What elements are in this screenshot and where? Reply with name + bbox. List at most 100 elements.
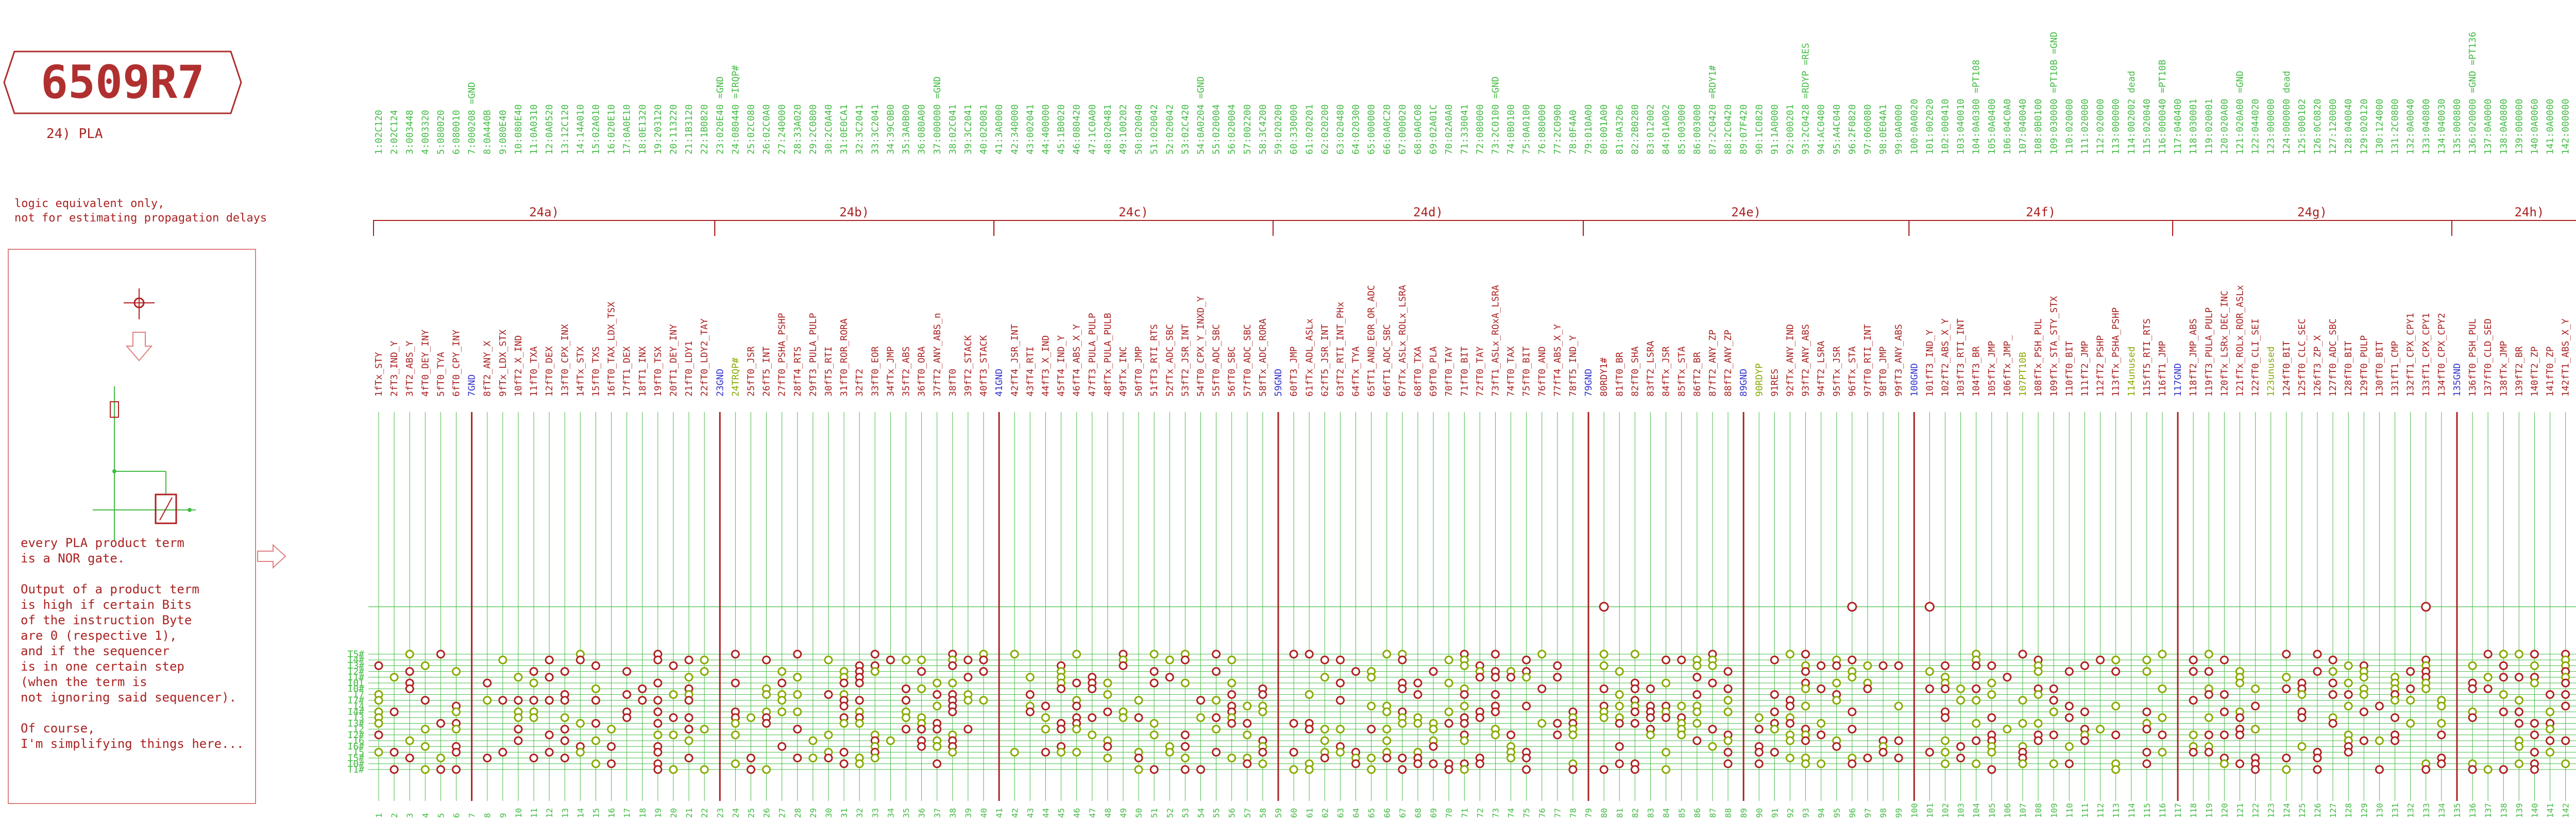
connection-dot-olive <box>762 765 771 774</box>
connection-dot-olive <box>1506 754 1516 763</box>
connection-dot-olive <box>1723 696 1733 705</box>
connection-dot-red <box>1398 754 1407 763</box>
connection-dot-olive <box>1382 650 1392 659</box>
top-label: 23:020E40 =GND <box>715 76 725 155</box>
connection-dot-red <box>1662 713 1671 722</box>
connection-dot-red <box>452 765 461 774</box>
connection-dot-red <box>870 650 879 659</box>
column-number: 18 <box>638 808 648 818</box>
top-label: 59:020200 <box>1273 104 1284 155</box>
row-label-left: T5# <box>347 649 364 660</box>
connection-dot-red <box>1972 736 1981 745</box>
top-label: 87:2C0420 =RDY1# <box>1707 65 1718 155</box>
connection-dot-red <box>793 754 802 763</box>
connection-dot-olive <box>1304 690 1314 699</box>
connection-dot-red <box>2282 684 2291 693</box>
column-label: 67fTx_ASLx_ROLx_LSRA <box>1397 285 1408 397</box>
column-label: 98fT0_JMP <box>1878 346 1889 397</box>
row-label-left: I1# <box>347 672 364 683</box>
column-label: 92fTx_ANY_IND <box>1785 324 1795 397</box>
connection-dot-olive <box>1367 765 1376 774</box>
connection-dot-red <box>1258 690 1267 699</box>
top-label: 18:0E1320 <box>637 104 648 155</box>
top-label: 5:080020 <box>435 110 446 155</box>
connection-dot-olive <box>1770 725 1779 734</box>
column-label: 115fT5_RTI_RTS <box>2142 318 2153 397</box>
connection-dot-olive <box>1894 702 1903 711</box>
column-label: 36fT0_ORA <box>917 346 927 397</box>
top-label: 32:3C2041 <box>854 104 865 155</box>
connection-dot-red <box>2499 673 2508 682</box>
connection-dot-red <box>1320 754 1329 763</box>
connection-dot-red <box>1444 765 1453 774</box>
connection-dot-red <box>529 667 538 676</box>
section-bracket <box>2172 220 2452 236</box>
column-label: 30fT5_RTI <box>823 346 834 397</box>
column-number: 46 <box>1072 808 1082 818</box>
connection-dot-olive <box>1103 678 1112 688</box>
connection-dot-olive <box>902 713 911 722</box>
column-number: 124 <box>2282 803 2292 818</box>
connection-dot-olive <box>2344 661 2353 670</box>
top-label: 137:0A0000 <box>2483 99 2494 155</box>
column-label: 57fT0_ADC_SBC <box>1242 324 1253 397</box>
top-label: 125:000102 <box>2297 99 2308 155</box>
connection-dot-red <box>1118 661 1128 670</box>
row-label-left: I5 <box>353 747 364 758</box>
connection-dot-olive <box>1320 736 1329 745</box>
column-label: 72fT0_TAY <box>1475 346 1485 397</box>
column-label: 101fT3_IND_Y <box>1924 330 1935 397</box>
connection-dot-olive <box>2514 759 2523 768</box>
column-label: 9fTx_LDX_STX <box>498 330 509 397</box>
column-number: 123 <box>2266 803 2276 818</box>
connection-dot-red <box>1134 754 1143 763</box>
connection-dot-olive <box>2561 759 2570 768</box>
connection-dot-red <box>483 678 492 688</box>
connection-dot-olive <box>2033 719 2043 728</box>
top-label: 86:003000 <box>1692 104 1703 155</box>
column-label: 3fT2_ABS_Y <box>404 340 415 397</box>
column-label: 100GND <box>1909 363 1920 397</box>
connection-dot-olive <box>824 655 833 664</box>
connection-dot-olive <box>1103 754 1112 763</box>
column-label: 132fT1_CPX_CPY1 <box>2405 313 2416 397</box>
top-label: 70:02A0A0 <box>1444 104 1454 155</box>
connection-dot-olive <box>933 702 942 711</box>
top-label: 129:020120 <box>2359 99 2369 155</box>
connection-dot-olive <box>1723 707 1733 716</box>
column-label: 26fT5_INT <box>761 346 772 397</box>
column-label: 94fT2_LSRA <box>1816 340 1827 397</box>
explanation-line: not ignoring said sequencer). <box>21 690 236 705</box>
column-label: 116fT1_JMP <box>2157 340 2168 397</box>
top-label: 21:1B3120 <box>684 104 694 155</box>
connection-dot-red <box>1180 742 1190 751</box>
column-number: 16 <box>607 808 617 818</box>
top-label: 53:02C420 <box>1180 104 1191 155</box>
connection-dot-olive <box>436 754 445 763</box>
top-label: 93:2C0428 =RDYP =RES <box>1801 43 1811 155</box>
connection-dot-red <box>653 678 663 688</box>
connection-dot-olive <box>2328 667 2337 676</box>
column-number: 20 <box>669 808 679 818</box>
connection-dot-red <box>638 696 647 705</box>
column-label: 52fTx_ADC_SBC <box>1164 324 1175 397</box>
connection-dot-red <box>1599 684 1608 693</box>
top-label: 37:000000 =GND <box>932 76 943 155</box>
connection-dot-red <box>1801 736 1810 745</box>
top-label: 1:02C120 <box>374 110 384 155</box>
top-label: 118:030001 <box>2188 99 2199 155</box>
connection-dot-olive <box>1212 696 1221 705</box>
column-number: 21 <box>684 808 694 818</box>
connection-dot-red <box>2313 754 2322 763</box>
column-number: 73 <box>1491 808 1501 818</box>
top-label: 91:1A0000 <box>1769 104 1780 155</box>
column-label: 33fT0_EOR <box>870 346 880 397</box>
top-label: 90:1C0820 <box>1754 104 1765 155</box>
top-label: 124:000000 dead <box>2281 71 2292 155</box>
connection-dot-olive <box>2421 684 2431 693</box>
connection-dot-olive <box>731 730 740 740</box>
top-row-node <box>1924 602 1935 612</box>
connection-dot-red <box>1429 742 1438 751</box>
connection-dot-olive <box>2344 678 2353 688</box>
column-number: 128 <box>2344 803 2353 818</box>
